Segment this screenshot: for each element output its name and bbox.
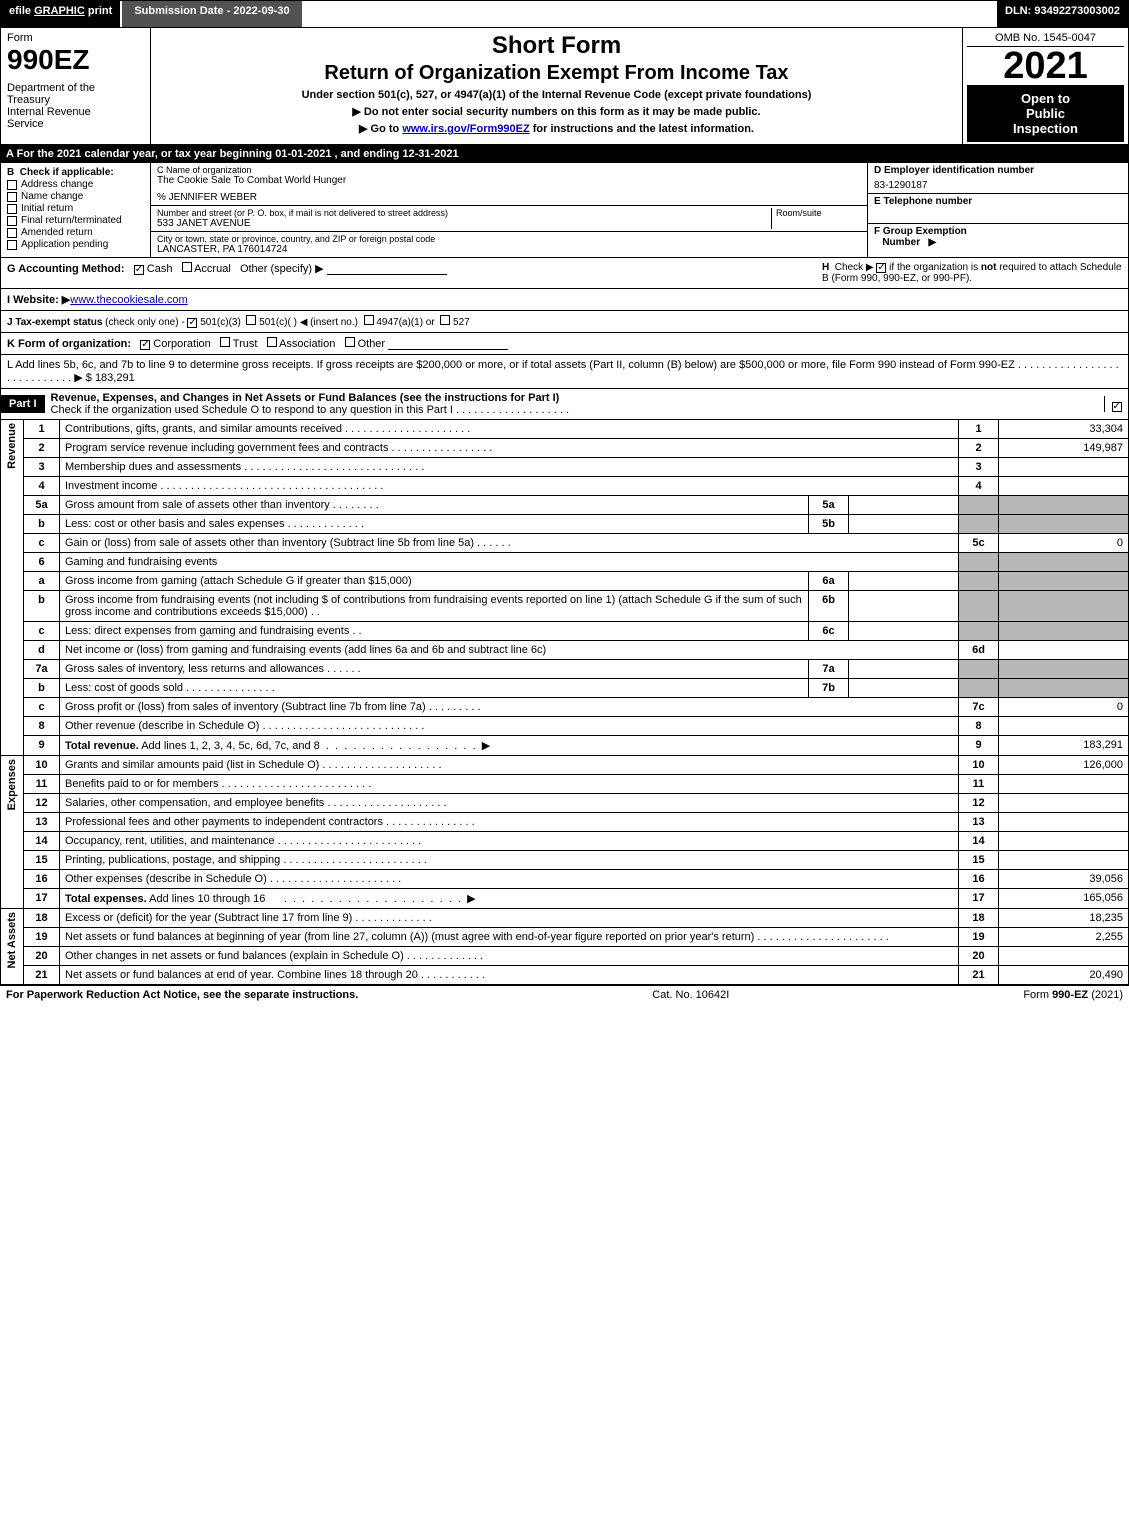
form-code: 990EZ	[7, 44, 144, 76]
section-l-text: L Add lines 5b, 6c, and 7b to line 9 to …	[7, 359, 1119, 384]
check-address-change[interactable]: Address change	[7, 179, 144, 190]
section-bcdef: B Check if applicable: Address change Na…	[0, 163, 1129, 258]
section-g: G Accounting Method: Cash Accrual Other …	[7, 262, 447, 284]
check-other-org[interactable]	[345, 337, 355, 347]
street-label: Number and street (or P. O. box, if mail…	[157, 208, 771, 218]
submission-date: Submission Date - 2022-09-30	[120, 1, 301, 27]
check-4947[interactable]	[364, 315, 374, 325]
check-name-change[interactable]: Name change	[7, 191, 144, 202]
section-c: C Name of organization The Cookie Sale T…	[151, 163, 868, 257]
check-assoc[interactable]	[267, 337, 277, 347]
no-ssn: ▶ Do not enter social security numbers o…	[159, 105, 954, 118]
part1-header-row: Part I Revenue, Expenses, and Changes in…	[0, 389, 1129, 420]
check-501c[interactable]	[246, 315, 256, 325]
footer: For Paperwork Reduction Act Notice, see …	[0, 985, 1129, 1004]
section-e-label: E Telephone number	[874, 196, 1122, 207]
under-section: Under section 501(c), 527, or 4947(a)(1)…	[159, 89, 954, 101]
footer-left: For Paperwork Reduction Act Notice, see …	[6, 989, 358, 1001]
dept: Department of theTreasuryInternal Revenu…	[7, 82, 144, 130]
section-b-title: B Check if applicable:	[7, 167, 144, 178]
section-l: L Add lines 5b, 6c, and 7b to line 9 to …	[0, 355, 1129, 389]
tax-year: 2021	[967, 47, 1124, 85]
header-left: Form 990EZ Department of theTreasuryInte…	[1, 28, 151, 144]
net-assets-side-label: Net Assets	[1, 909, 24, 985]
care-of: % JENNIFER WEBER	[157, 192, 861, 203]
header-center: Short Form Return of Organization Exempt…	[151, 28, 963, 144]
goto-link[interactable]: www.irs.gov/Form990EZ	[402, 123, 529, 135]
return-title: Return of Organization Exempt From Incom…	[159, 62, 954, 85]
goto-instructions: ▶ Go to www.irs.gov/Form990EZ for instru…	[159, 122, 954, 135]
revenue-table: Revenue 1 Contributions, gifts, grants, …	[0, 420, 1129, 756]
section-j: J Tax-exempt status (check only one) - 5…	[0, 311, 1129, 333]
part1-title: Revenue, Expenses, and Changes in Net As…	[45, 389, 1104, 419]
row-g-h: G Accounting Method: Cash Accrual Other …	[0, 258, 1129, 289]
right-num: 1	[959, 420, 999, 439]
line-num: 1	[24, 420, 60, 439]
room-label: Room/suite	[776, 208, 861, 218]
section-f-label: F Group Exemption Number ▶	[874, 226, 967, 248]
line-desc: Contributions, gifts, grants, and simila…	[60, 420, 959, 439]
form-label: Form	[7, 32, 144, 44]
check-h[interactable]	[876, 263, 886, 273]
website-link[interactable]: www.thecookiesale.com	[70, 294, 187, 306]
revenue-side-label: Revenue	[1, 420, 24, 756]
header-right: OMB No. 1545-0047 2021 Open toPublicInsp…	[963, 28, 1128, 144]
section-def: D Employer identification number 83-1290…	[868, 163, 1128, 257]
efile-suffix: print	[85, 5, 113, 17]
section-c-name-label: C Name of organization	[157, 165, 861, 175]
check-trust[interactable]	[220, 337, 230, 347]
net-assets-table: Net Assets 18 Excess or (deficit) for th…	[0, 909, 1129, 985]
section-l-value: 183,291	[95, 372, 135, 384]
street: 533 JANET AVENUE	[157, 218, 771, 229]
check-527[interactable]	[440, 315, 450, 325]
footer-right: Form 990-EZ (2021)	[1023, 989, 1123, 1001]
efile-graphic-link[interactable]: GRAPHIC	[34, 5, 85, 17]
right-val: 33,304	[999, 420, 1129, 439]
section-i: I Website: ▶www.thecookiesale.com	[0, 289, 1129, 311]
section-b: B Check if applicable: Address change Na…	[1, 163, 151, 257]
section-h: H Check ▶ if the organization is not req…	[822, 262, 1122, 284]
part1-check[interactable]	[1104, 396, 1128, 412]
expenses-table: Expenses 10 Grants and similar amounts p…	[0, 756, 1129, 909]
section-k: K Form of organization: Corporation Trus…	[0, 333, 1129, 355]
ein: 83-1290187	[874, 180, 1122, 191]
section-d-label: D Employer identification number	[874, 165, 1122, 176]
check-cash[interactable]	[134, 265, 144, 275]
phone	[874, 207, 1122, 221]
footer-center: Cat. No. 10642I	[652, 989, 729, 1001]
efile-box: efile GRAPHIC print	[1, 1, 120, 27]
dln: DLN: 93492273003002	[997, 1, 1128, 27]
check-501c3[interactable]	[187, 318, 197, 328]
expenses-side-label: Expenses	[1, 756, 24, 909]
short-form-title: Short Form	[159, 32, 954, 60]
check-amended-return[interactable]: Amended return	[7, 227, 144, 238]
check-initial-return[interactable]: Initial return	[7, 203, 144, 214]
city: LANCASTER, PA 176014724	[157, 244, 861, 255]
efile-prefix: efile	[9, 5, 34, 17]
check-accrual[interactable]	[182, 262, 192, 272]
city-label: City or town, state or province, country…	[157, 234, 861, 244]
topbar-left: efile GRAPHIC print Submission Date - 20…	[1, 1, 302, 27]
org-name: The Cookie Sale To Combat World Hunger	[157, 175, 861, 186]
form-header: Form 990EZ Department of theTreasuryInte…	[0, 28, 1129, 145]
section-a: A For the 2021 calendar year, or tax yea…	[0, 145, 1129, 163]
check-final-return[interactable]: Final return/terminated	[7, 215, 144, 226]
open-to-public: Open toPublicInspection	[967, 85, 1124, 142]
check-corp[interactable]	[140, 340, 150, 350]
top-bar: efile GRAPHIC print Submission Date - 20…	[0, 0, 1129, 28]
part1-label: Part I	[1, 395, 45, 413]
check-application-pending[interactable]: Application pending	[7, 239, 144, 250]
